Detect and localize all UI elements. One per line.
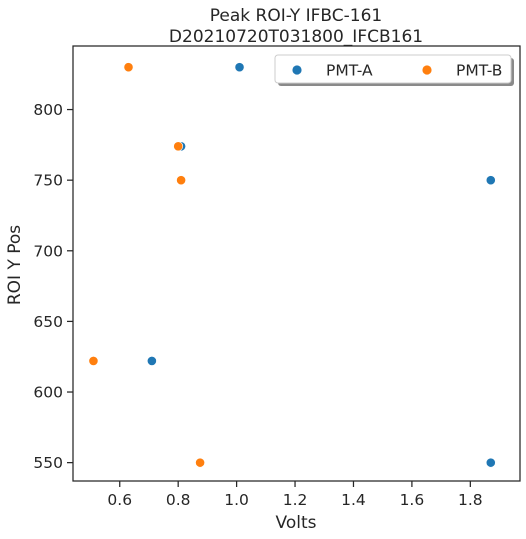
- y-tick-label: 650: [33, 313, 63, 331]
- plot-area: 0.6 0.8 1.0 1.2 1.4 1.6 1.8 550 600 650 700 750 800: [33, 45, 521, 509]
- data-point-pmt-b: [173, 141, 184, 152]
- chart-title: Peak ROI-Y IFBC-161: [210, 6, 383, 26]
- legend: PMT-A PMT-B: [274, 54, 514, 86]
- x-tick-label: 1.8: [458, 491, 483, 509]
- y-tick-label: 800: [33, 101, 63, 119]
- x-tick-label: 1.2: [283, 491, 308, 509]
- data-point-pmt-b: [123, 62, 134, 73]
- legend-label-pmt-b: PMT-B: [456, 62, 502, 80]
- data-point-pmt-a: [485, 175, 496, 186]
- data-point-pmt-b: [195, 457, 205, 468]
- y-tick-label: 750: [33, 172, 63, 190]
- y-tick-label: 550: [33, 454, 63, 472]
- data-point-pmt-a: [485, 457, 496, 468]
- x-tick-label: 0.6: [107, 491, 132, 509]
- data-point-pmt-a: [146, 356, 157, 366]
- y-tick-label: 600: [33, 384, 63, 402]
- legend-marker-pmt-a: [292, 65, 302, 75]
- legend-marker-pmt-b: [422, 65, 432, 75]
- x-tick-label: 1.0: [224, 491, 249, 509]
- y-axis-label: ROI Y Pos: [5, 225, 25, 305]
- chart-subtitle: D20210720T031800_IFCB161: [169, 27, 423, 47]
- legend-box: [274, 54, 512, 84]
- x-tick-label: 1.4: [341, 491, 366, 509]
- y-tick-label: 700: [33, 242, 63, 260]
- x-tick-label: 1.6: [400, 491, 425, 509]
- data-point-pmt-b: [176, 175, 186, 186]
- plot-frame: [72, 45, 521, 482]
- data-point-pmt-a: [234, 62, 245, 73]
- x-axis-label: Volts: [276, 513, 317, 533]
- x-tick-label: 0.8: [166, 491, 191, 509]
- legend-label-pmt-a: PMT-A: [326, 62, 373, 80]
- data-point-pmt-b: [88, 356, 99, 366]
